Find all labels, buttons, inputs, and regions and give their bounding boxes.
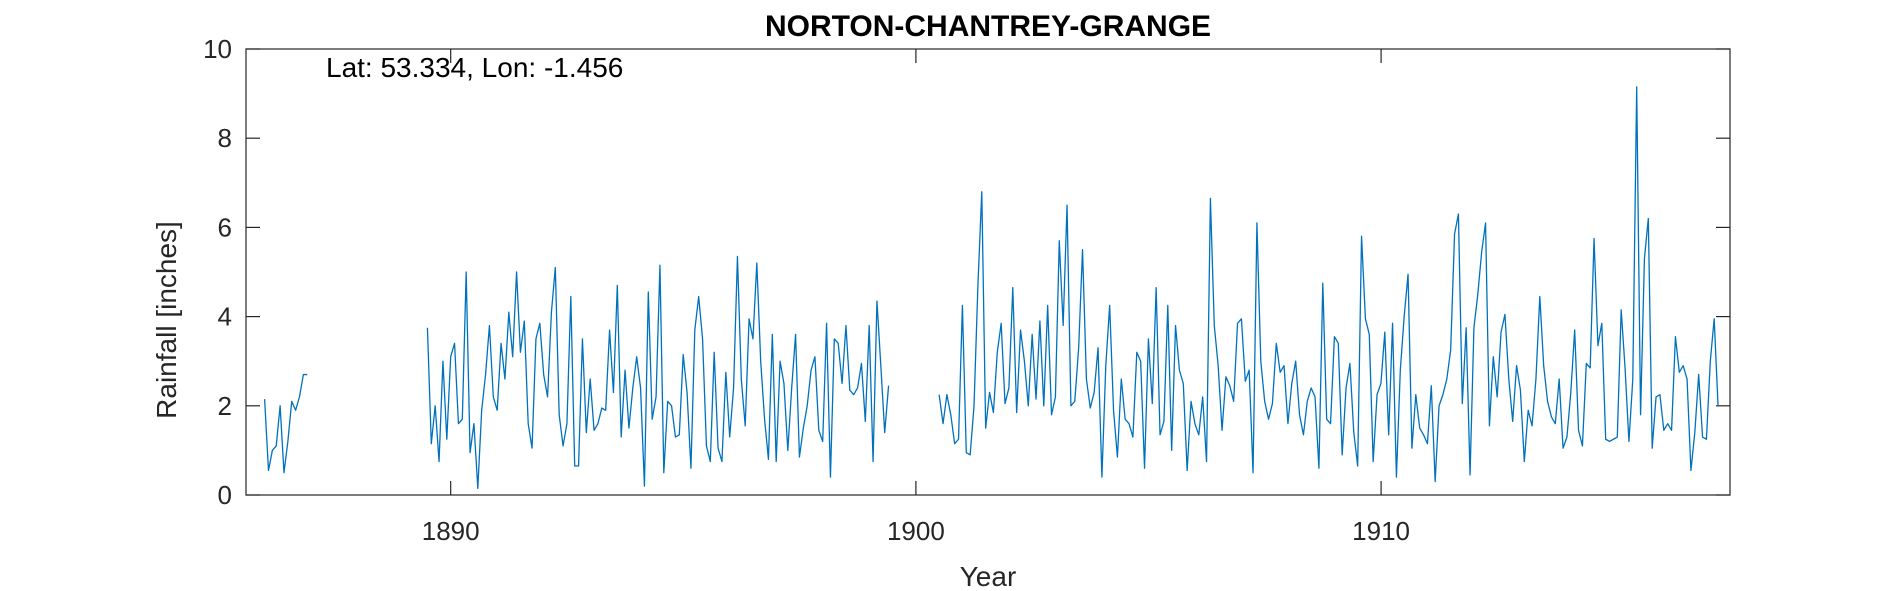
rainfall-series-line — [938, 86, 1719, 483]
chart-title: NORTON-CHANTREY-GRANGE — [765, 10, 1211, 43]
y-tick-label: 10 — [203, 34, 232, 64]
y-tick-label: 6 — [218, 212, 232, 242]
y-axis-label-group: Rainfall [inches] — [151, 221, 182, 419]
location-annotation: Lat: 53.334, Lon: -1.456 — [326, 52, 623, 83]
x-tick-label: 1910 — [1352, 516, 1410, 546]
rainfall-series-line — [263, 373, 308, 474]
axes-box — [245, 48, 1731, 496]
x-axis-label: Year — [960, 561, 1017, 591]
x-tick-label: 1890 — [422, 516, 480, 546]
rainfall-series-line — [426, 255, 890, 489]
x-tick-label: 1900 — [887, 516, 945, 546]
y-tick-label: 0 — [218, 480, 232, 510]
y-tick-label: 4 — [218, 302, 232, 332]
plot-area: 0 2 4 6 8 10 1890 1900 1910 — [203, 34, 1731, 546]
y-tick-label: 2 — [218, 391, 232, 421]
y-axis-label: Rainfall [inches] — [151, 221, 182, 419]
y-tick-label: 8 — [218, 123, 232, 153]
